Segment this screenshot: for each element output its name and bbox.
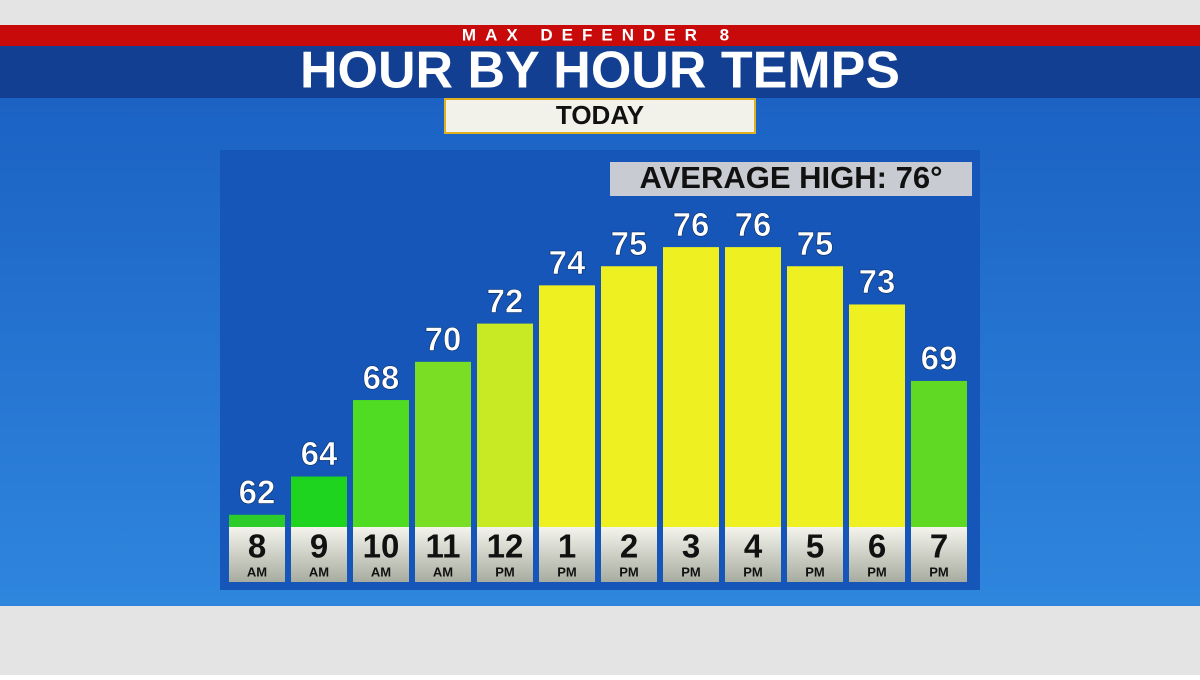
x-tick-period: PM <box>619 564 639 579</box>
x-tick-label: 1 <box>558 528 576 565</box>
bar <box>539 285 595 553</box>
x-tick-period: PM <box>805 564 825 579</box>
x-tick-label: 7 <box>930 528 948 565</box>
x-tick-period: PM <box>495 564 515 579</box>
x-tick-period: AM <box>309 564 329 579</box>
x-tick-period: PM <box>557 564 577 579</box>
brand-bar <box>0 25 1200 46</box>
x-tick-period: AM <box>247 564 267 579</box>
subtitle-box <box>444 98 756 134</box>
x-label-box <box>787 527 843 582</box>
annotation: AVERAGE HIGH: 76° <box>640 160 943 195</box>
x-label-box <box>849 527 905 582</box>
x-tick-period: AM <box>371 564 391 579</box>
value-label: 68 <box>363 359 400 396</box>
x-tick-label: 12 <box>487 528 524 565</box>
x-tick-label: 5 <box>806 528 824 565</box>
x-tick-label: 2 <box>620 528 638 565</box>
value-label: 76 <box>735 206 772 243</box>
x-label-box <box>229 527 285 582</box>
x-tick-label: 6 <box>868 528 886 565</box>
value-label: 69 <box>921 340 958 377</box>
value-label: 74 <box>549 244 586 281</box>
x-label-box <box>725 527 781 582</box>
x-label-box <box>663 527 719 582</box>
x-tick-period: PM <box>681 564 701 579</box>
x-label-box <box>911 527 967 582</box>
x-label-box <box>539 527 595 582</box>
x-tick-label: 4 <box>744 528 763 565</box>
annotation-box <box>610 162 972 196</box>
chart-title: HOUR BY HOUR TEMPS <box>300 42 900 100</box>
bar <box>787 266 843 553</box>
x-tick-label: 10 <box>363 528 400 565</box>
x-tick-period: PM <box>929 564 949 579</box>
bar <box>725 247 781 553</box>
x-tick-period: PM <box>867 564 887 579</box>
x-tick-label: 11 <box>426 528 461 565</box>
value-label: 64 <box>301 435 338 472</box>
x-tick-label: 3 <box>682 528 700 565</box>
x-tick-period: AM <box>433 564 453 579</box>
bar <box>663 247 719 553</box>
x-label-box <box>477 527 533 582</box>
value-label: 73 <box>859 263 896 300</box>
value-label: 70 <box>425 321 462 358</box>
bar <box>477 323 533 553</box>
x-label-box <box>601 527 657 582</box>
x-tick-period: PM <box>743 564 763 579</box>
brand: MAX DEFENDER 8 <box>462 25 738 44</box>
value-label: 62 <box>239 473 276 510</box>
x-label-box <box>291 527 347 582</box>
bar <box>415 361 471 553</box>
x-label-box <box>415 527 471 582</box>
x-tick-label: 9 <box>310 528 328 565</box>
subtitle: TODAY <box>556 100 644 130</box>
bar <box>849 304 905 553</box>
bar <box>601 266 657 553</box>
bar <box>911 380 967 553</box>
value-label: 75 <box>611 225 648 262</box>
title-bar <box>0 46 1200 98</box>
x-label-box <box>353 527 409 582</box>
value-label: 76 <box>673 206 710 243</box>
value-label: 72 <box>487 282 524 319</box>
x-tick-label: 8 <box>248 528 266 565</box>
value-label: 75 <box>797 225 834 262</box>
